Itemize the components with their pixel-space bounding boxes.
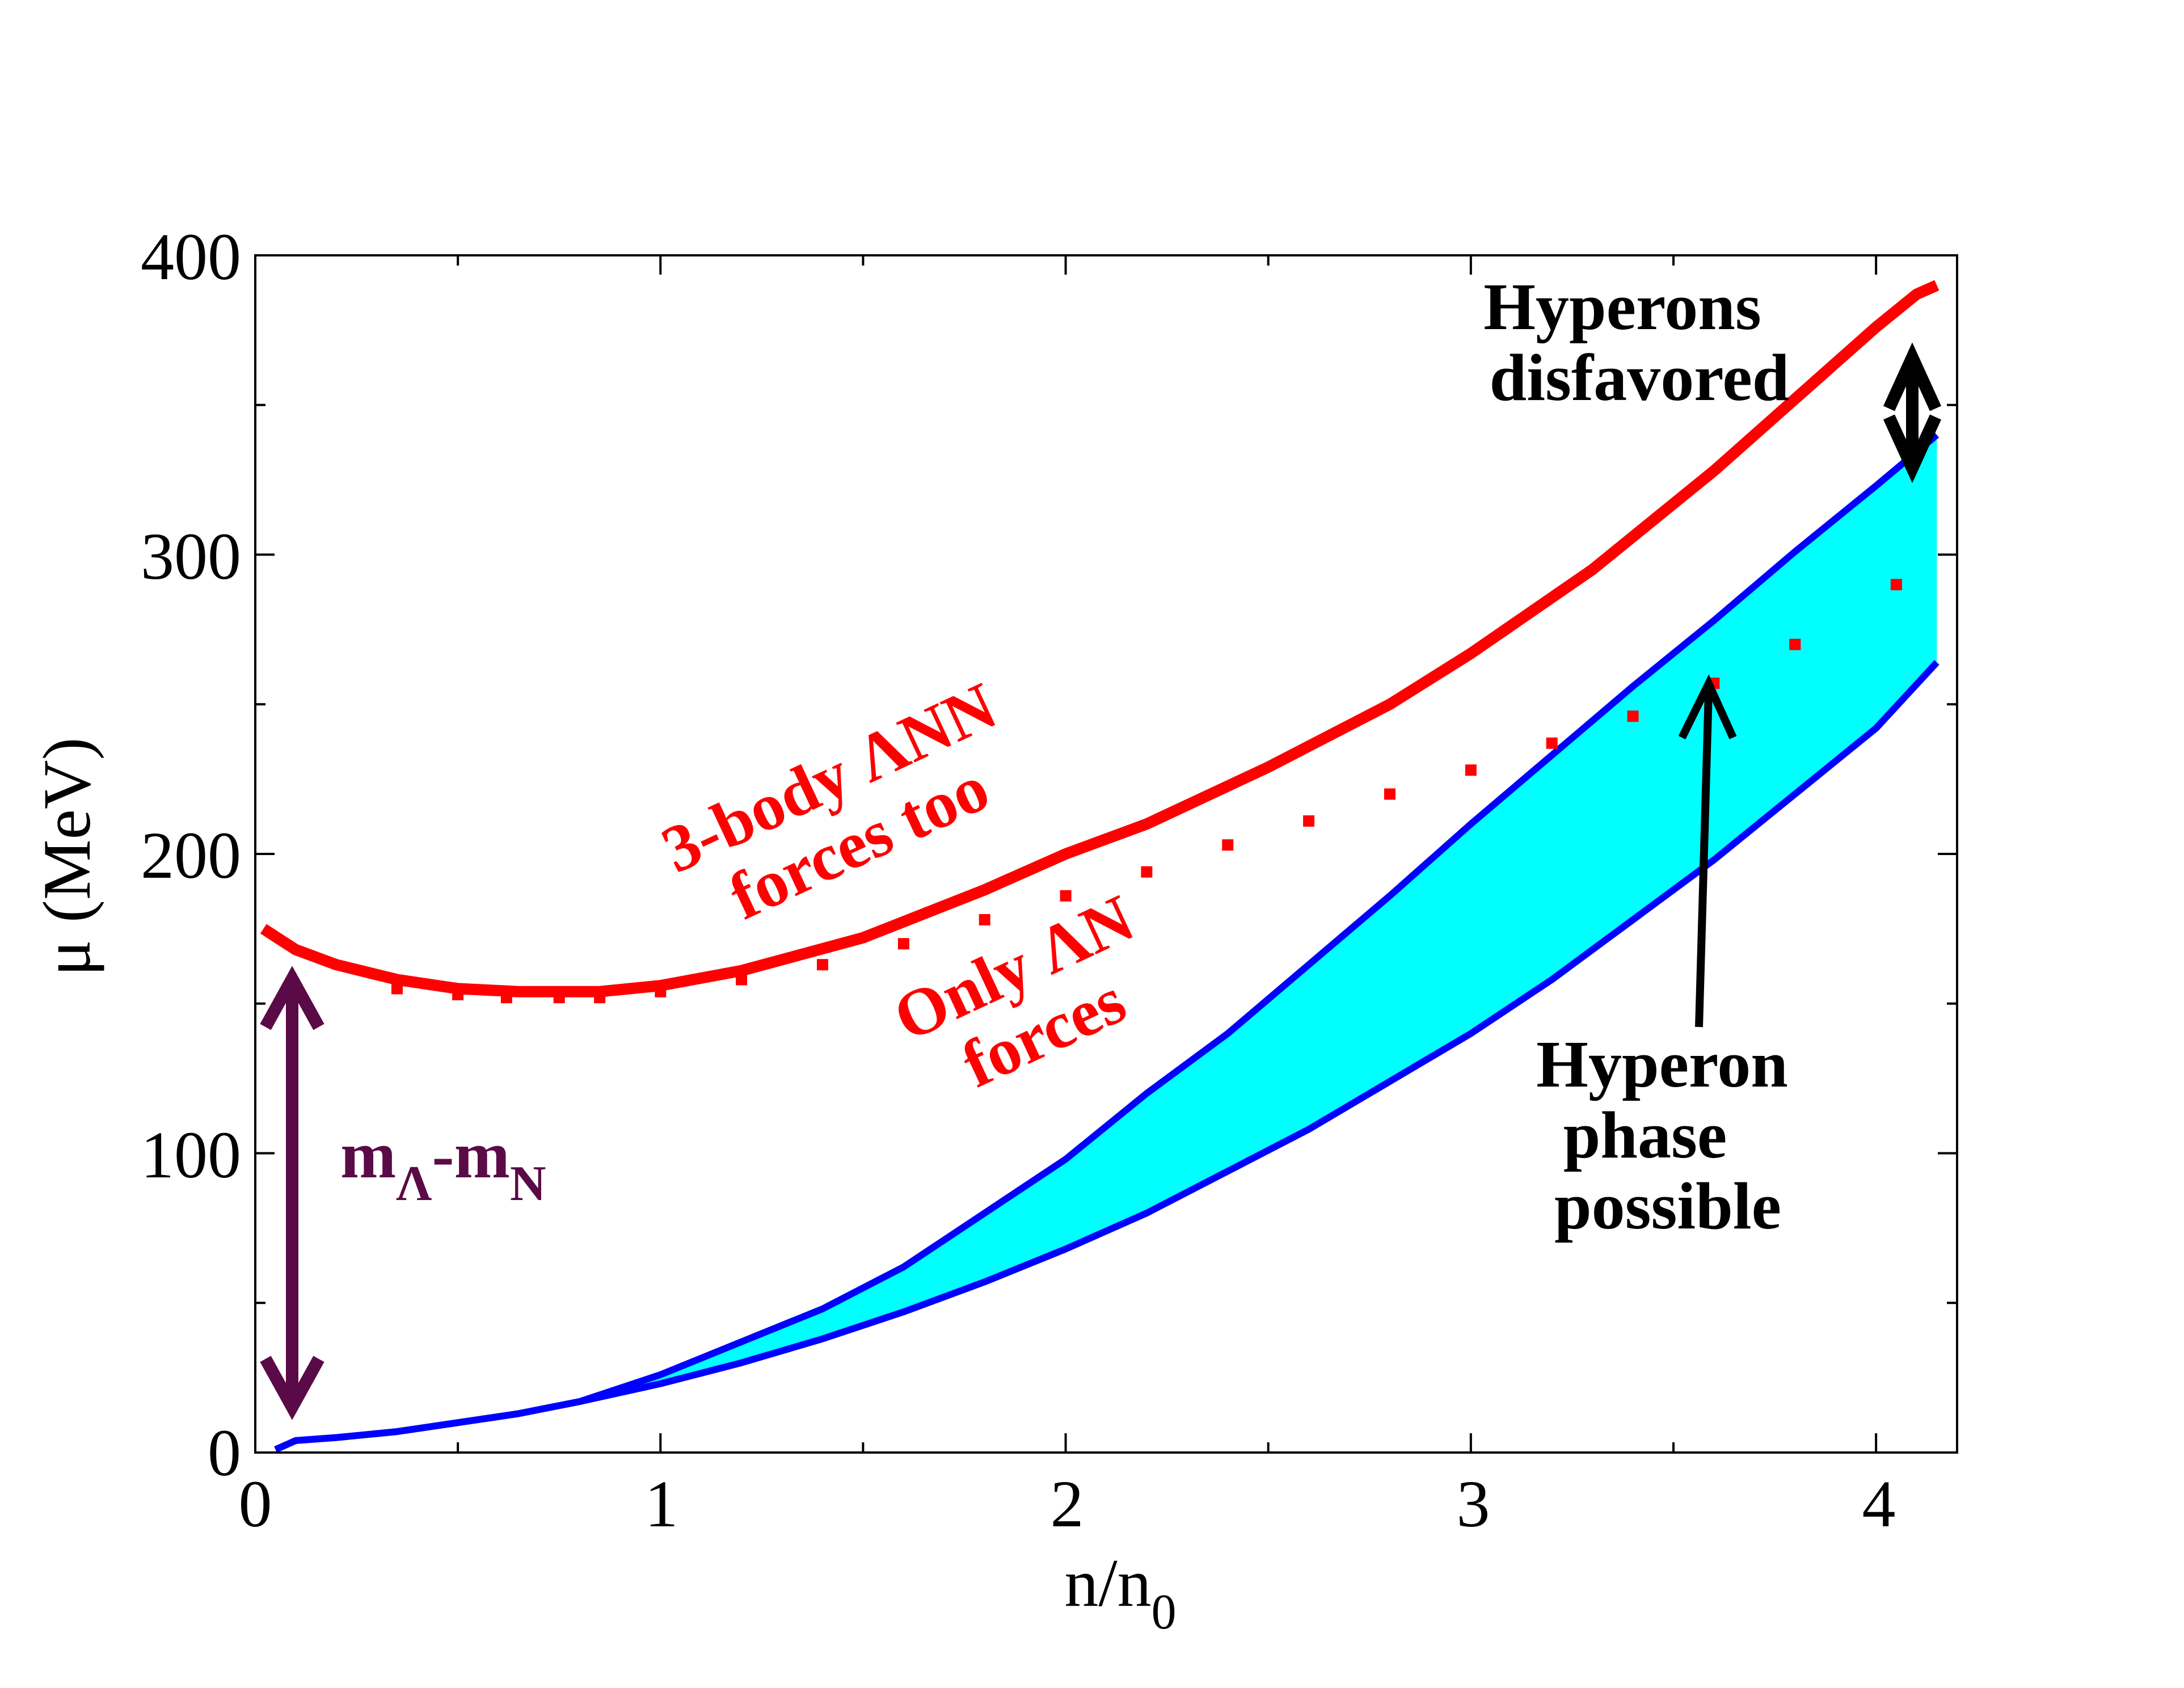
dotted-series-point — [1890, 579, 1902, 591]
annotation-hyperon-phase-line3: possible — [1554, 1169, 1781, 1243]
dotted-series-point — [655, 986, 667, 997]
annotation-hyperons-disfavored-line2: disfavored — [1490, 340, 1790, 415]
dotted-series-point — [1627, 710, 1639, 722]
dotted-series-point — [736, 974, 748, 986]
intersection-pointer-arrow — [1678, 674, 1737, 1028]
annotation-mass-difference: mΛ-mN — [340, 1118, 546, 1211]
y-tick-label: 100 — [141, 1118, 241, 1192]
dotted-series-point — [1141, 866, 1153, 878]
dotted-series-point — [1384, 788, 1395, 800]
y-tick-label: 400 — [141, 220, 241, 294]
dotted-series-point — [1789, 638, 1801, 650]
svg-text:n/n0: n/n0 — [1064, 1545, 1176, 1640]
x-tick-label: 3 — [1457, 1467, 1490, 1541]
dotted-series-point — [979, 914, 990, 925]
y-tick-label: 0 — [208, 1416, 241, 1490]
series-line-3 — [274, 660, 1940, 1453]
annotation-hyperon-phase-line2: phase — [1563, 1098, 1727, 1172]
dotted-series-point — [817, 959, 828, 971]
dotted-series-point — [452, 988, 464, 1000]
x-tick-label: 0 — [239, 1467, 272, 1541]
x-axis-title-sub: 0 — [1152, 1585, 1177, 1640]
dotted-series-point — [1060, 890, 1072, 902]
mass-diff-sub-n: N — [510, 1156, 546, 1211]
dotted-series-point — [594, 992, 606, 1004]
dotted-series-layer — [391, 579, 1902, 1004]
dotted-series-point — [1303, 815, 1315, 827]
dotted-series-point — [1546, 737, 1558, 749]
x-tick-label: 2 — [1051, 1467, 1084, 1541]
series-layer — [260, 280, 1940, 1453]
x-axis-title-main: n/n — [1064, 1545, 1151, 1620]
mass-difference-arrow — [260, 966, 324, 1420]
series-line-0 — [260, 280, 1940, 997]
y-tick-label: 300 — [141, 519, 241, 593]
annotation-hyperons-disfavored-line1: Hyperons — [1483, 270, 1761, 344]
y-tick-label: 200 — [141, 818, 241, 893]
dotted-series-point — [1465, 764, 1477, 776]
dotted-series-point — [897, 938, 909, 950]
dotted-series-point — [500, 992, 512, 1004]
mass-diff-main: m — [340, 1118, 396, 1192]
dotted-series-point — [1222, 839, 1234, 851]
dotted-series-point — [553, 992, 565, 1004]
mass-diff-sub-lambda: Λ — [396, 1156, 432, 1211]
x-tick-label: 4 — [1862, 1467, 1896, 1541]
mass-diff-dash: -m — [432, 1118, 510, 1192]
dotted-series-point — [391, 983, 403, 995]
ticks-layer — [254, 254, 1957, 1454]
annotation-hyperon-phase-line1: Hyperon — [1536, 1027, 1788, 1101]
x-axis-title: n/n0 — [1064, 1545, 1176, 1640]
disfavored-gap-arrow — [1883, 342, 1942, 483]
y-axis-title: μ (MeV) — [29, 738, 104, 976]
x-tick-label: 1 — [645, 1467, 678, 1541]
